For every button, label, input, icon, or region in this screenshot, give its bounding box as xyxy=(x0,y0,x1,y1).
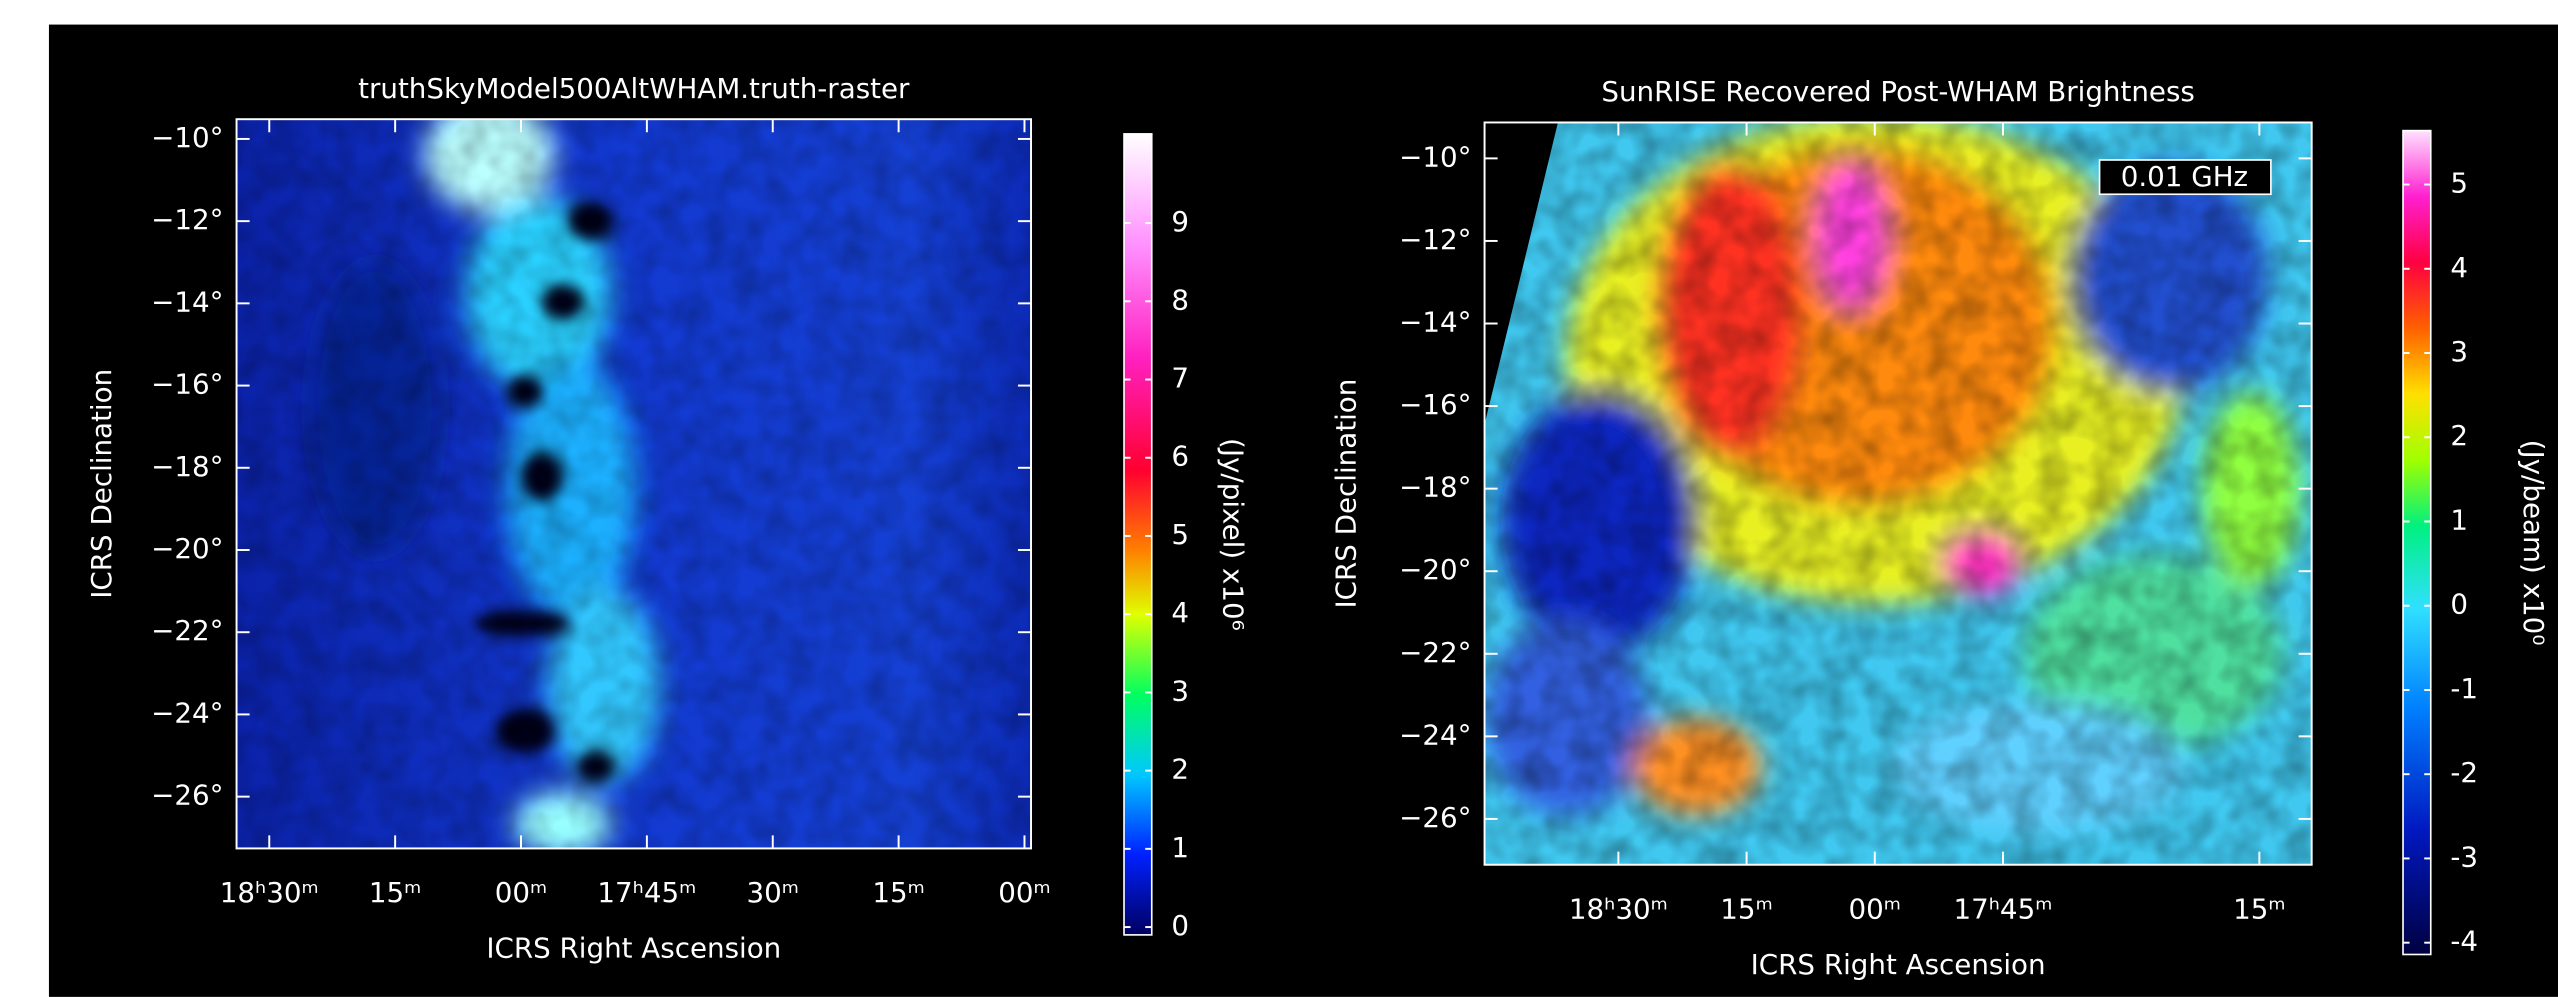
y-tick-label: −14° xyxy=(1399,306,1471,339)
colorbar-label: (Jy/beam) x10⁰ xyxy=(2517,440,2550,646)
colorbar xyxy=(1123,133,1153,936)
colorbar-tick-label: 2 xyxy=(2450,419,2468,452)
y-tick-label: −10° xyxy=(151,121,223,154)
sky-image-recovered xyxy=(1484,122,2312,865)
x-tick-label: 15ᵐ xyxy=(369,876,422,909)
colorbar-tick-label: 3 xyxy=(2450,335,2468,368)
colorbar-tick-label: 7 xyxy=(1171,362,1189,395)
x-tick-label: 17ʰ45ᵐ xyxy=(1953,892,2052,925)
colorbar-tick-label: 8 xyxy=(1171,283,1189,316)
y-tick-label: −16° xyxy=(151,368,223,401)
x-tick-label: 17ʰ45ᵐ xyxy=(597,876,696,909)
y-tick-label: −18° xyxy=(151,450,223,483)
x-axis-label: ICRS Right Ascension xyxy=(1751,948,2046,981)
sky-image-truth xyxy=(236,119,1032,849)
x-tick-label: 30ᵐ xyxy=(746,876,799,909)
x-tick-label: 15ᵐ xyxy=(872,876,925,909)
colorbar-tick-label: 5 xyxy=(1171,518,1189,551)
y-tick-label: −18° xyxy=(1399,471,1471,504)
colorbar-tick-label: 3 xyxy=(1171,674,1189,707)
frequency-annotation: 0.01 GHz xyxy=(2121,160,2248,193)
y-tick-label: −22° xyxy=(1399,636,1471,669)
colorbar xyxy=(2402,129,2432,956)
y-tick-label: −24° xyxy=(151,696,223,729)
colorbar-label: (Jy/pixel) x10⁶ xyxy=(1217,438,1250,631)
y-tick-label: −10° xyxy=(1399,140,1471,173)
x-tick-label: 15ᵐ xyxy=(1720,892,1773,925)
y-tick-label: −14° xyxy=(151,285,223,318)
panel-title: SunRISE Recovered Post-WHAM Brightness xyxy=(1601,75,2195,108)
x-tick-label: 00ᵐ xyxy=(998,876,1051,909)
y-tick-label: −20° xyxy=(151,532,223,565)
image-frame xyxy=(1483,121,2313,866)
colorbar-tick-label: 5 xyxy=(2450,167,2468,200)
x-tick-label: 00ᵐ xyxy=(495,876,548,909)
x-tick-label: 15ᵐ xyxy=(2233,892,2286,925)
y-tick-label: −12° xyxy=(1399,223,1471,256)
colorbar-tick-label: 6 xyxy=(1171,440,1189,473)
colorbar-tick-label: 1 xyxy=(1171,831,1189,864)
colorbar-tick-label: 4 xyxy=(1171,596,1189,629)
colorbar-tick-label: -4 xyxy=(2450,925,2478,958)
image-frame xyxy=(235,118,1033,850)
y-tick-label: −16° xyxy=(1399,388,1471,421)
x-tick-label: 18ʰ30ᵐ xyxy=(220,876,319,909)
y-tick-label: −20° xyxy=(1399,553,1471,586)
y-tick-label: −26° xyxy=(1399,801,1471,834)
y-tick-label: −12° xyxy=(151,203,223,236)
y-tick-label: −22° xyxy=(151,614,223,647)
colorbar-tick-label: -2 xyxy=(2450,756,2478,789)
y-axis-label: ICRS Declination xyxy=(85,369,118,599)
colorbar-tick-label: 4 xyxy=(2450,251,2468,284)
colorbar-tick-label: 2 xyxy=(1171,753,1189,786)
x-tick-label: 18ʰ30ᵐ xyxy=(1569,892,1668,925)
colorbar-tick-label: 0 xyxy=(2450,588,2468,621)
colorbar-tick-label: 0 xyxy=(1171,909,1189,942)
x-tick-label: 00ᵐ xyxy=(1849,892,1902,925)
x-axis-label: ICRS Right Ascension xyxy=(486,932,781,965)
annotation-box xyxy=(2098,159,2272,196)
y-tick-label: −26° xyxy=(151,779,223,812)
y-tick-label: −24° xyxy=(1399,718,1471,751)
colorbar-tick-label: -3 xyxy=(2450,840,2478,873)
y-axis-label: ICRS Declination xyxy=(1330,379,1363,609)
colorbar-tick-label: 9 xyxy=(1171,205,1189,238)
panel-title: truthSkyModel500AltWHAM.truth-raster xyxy=(358,72,910,105)
colorbar-tick-label: 1 xyxy=(2450,503,2468,536)
colorbar-tick-label: -1 xyxy=(2450,672,2478,705)
